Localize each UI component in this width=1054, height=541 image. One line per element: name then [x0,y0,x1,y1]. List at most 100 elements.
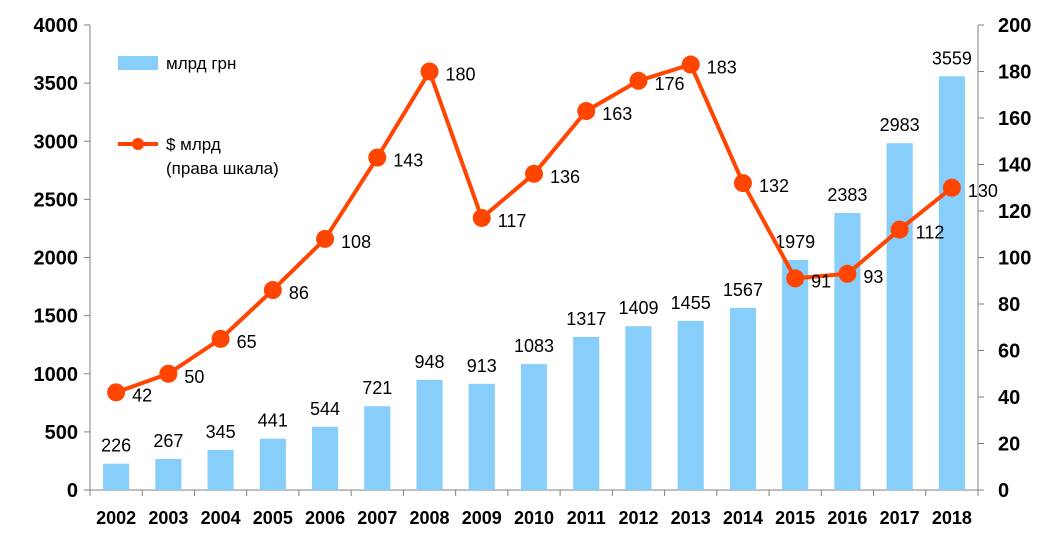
line-point [942,178,961,197]
line-value-label: 112 [916,223,945,243]
line-point [733,174,752,193]
line-point [472,208,491,227]
right-tick-label: 120 [998,201,1031,223]
left-tick-label: 4000 [34,15,79,37]
bar-value-label: 1409 [618,298,658,318]
bar-value-label: 1317 [566,309,606,329]
right-axis-ticks: 0 20 40 60 80 100 120 140 160 180 200 [978,15,1031,502]
left-axis-ticks: 0 500 1000 1500 2000 2500 3000 3500 4000 [34,15,90,502]
line-value-label: 65 [237,332,257,352]
x-tick-label: 2016 [827,508,867,528]
legend-bar-label: млрд грн [166,54,236,73]
x-tick-label: 2009 [462,508,502,528]
line-point [525,164,543,183]
line-point [786,269,805,288]
bar-value-label: 1567 [723,280,763,300]
bar-value-label: 267 [153,431,183,451]
x-tick-label: 2002 [96,508,136,528]
legend-line-label: $ млрд [166,135,221,154]
bar [468,383,495,490]
line-point [107,383,126,402]
line-point [368,148,387,167]
line-point [577,102,596,121]
left-tick-label: 3000 [34,131,79,153]
line-value-label: 86 [289,283,309,303]
line-value-label: 132 [759,176,789,196]
x-tick-label: 2003 [148,508,188,528]
bar-value-label: 1083 [514,336,554,356]
line-point [211,329,230,348]
bar-value-label: 2383 [827,185,867,205]
bar-value-label: 226 [101,436,131,456]
line-value-label: 163 [602,104,632,124]
bar [103,463,130,490]
left-tick-label: 3500 [34,73,79,95]
right-tick-label: 100 [998,248,1031,270]
x-tick-label: 2013 [671,508,711,528]
right-tick-label: 180 [998,62,1031,84]
bar [573,336,600,490]
line-value-label: 143 [393,151,423,171]
line-series [107,55,961,402]
bar [155,458,182,490]
left-tick-label: 0 [67,480,78,502]
x-tick-label: 2006 [305,508,345,528]
left-tick-label: 2500 [34,189,79,211]
bar-value-label: 913 [467,356,497,376]
x-tick-label: 2012 [618,508,658,528]
right-tick-label: 80 [998,294,1020,316]
bar [312,426,339,490]
bar [259,438,286,490]
bar-labels: 226 267 345 441 544 721 948 913 1083 1317 1409 1455… [101,48,972,455]
bar [677,320,704,490]
line-value-label: 136 [550,167,580,187]
right-tick-label: 0 [998,480,1009,502]
bar-series [103,76,965,491]
right-tick-label: 160 [998,108,1031,130]
left-tick-label: 2000 [34,248,79,270]
line-point [890,220,909,239]
x-tick-label: 2008 [410,508,450,528]
right-tick-label: 200 [998,15,1031,37]
left-tick-label: 1500 [34,306,79,328]
bar [834,212,861,490]
line-point [681,55,700,74]
bar-value-label: 3559 [932,48,972,68]
bar-value-label: 544 [310,399,340,419]
bar-value-label: 721 [362,378,392,398]
bar [782,259,809,490]
bar [416,379,443,490]
bar-value-label: 345 [206,422,236,442]
right-tick-label: 20 [998,434,1020,456]
x-tick-label: 2018 [932,508,972,528]
line-point [159,364,178,383]
line-value-label: 108 [341,232,371,252]
line-point [263,281,282,300]
line-value-label: 50 [184,367,204,387]
line-point [629,71,648,90]
bar [938,76,965,491]
left-tick-label: 1000 [34,364,79,386]
right-tick-label: 40 [998,387,1020,409]
bar [729,307,756,490]
x-tick-label: 2011 [567,508,606,528]
line-point [316,229,335,248]
legend-line-marker [132,138,144,150]
legend: млрд грн $ млрд (права шкала) [118,54,279,178]
legend-line-label-2: (права шкала) [166,159,279,178]
bar-value-label: 441 [258,411,288,431]
line-value-label: 91 [811,271,831,291]
line-value-label: 93 [863,267,883,287]
x-axis-ticks: 2002 2003 2004 2005 2006 2007 2008 2009 2010 2011… [89,490,979,528]
legend-bar-swatch [118,56,158,70]
x-tick-label: 2015 [775,508,815,528]
line-point [838,264,857,283]
right-tick-label: 140 [998,155,1031,177]
bar-value-label: 2983 [880,115,920,135]
bar-value-label: 948 [415,352,445,372]
bar-value-label: 1979 [775,232,815,252]
line-value-label: 42 [132,385,152,405]
x-tick-label: 2017 [880,508,920,528]
x-tick-label: 2004 [201,508,241,528]
